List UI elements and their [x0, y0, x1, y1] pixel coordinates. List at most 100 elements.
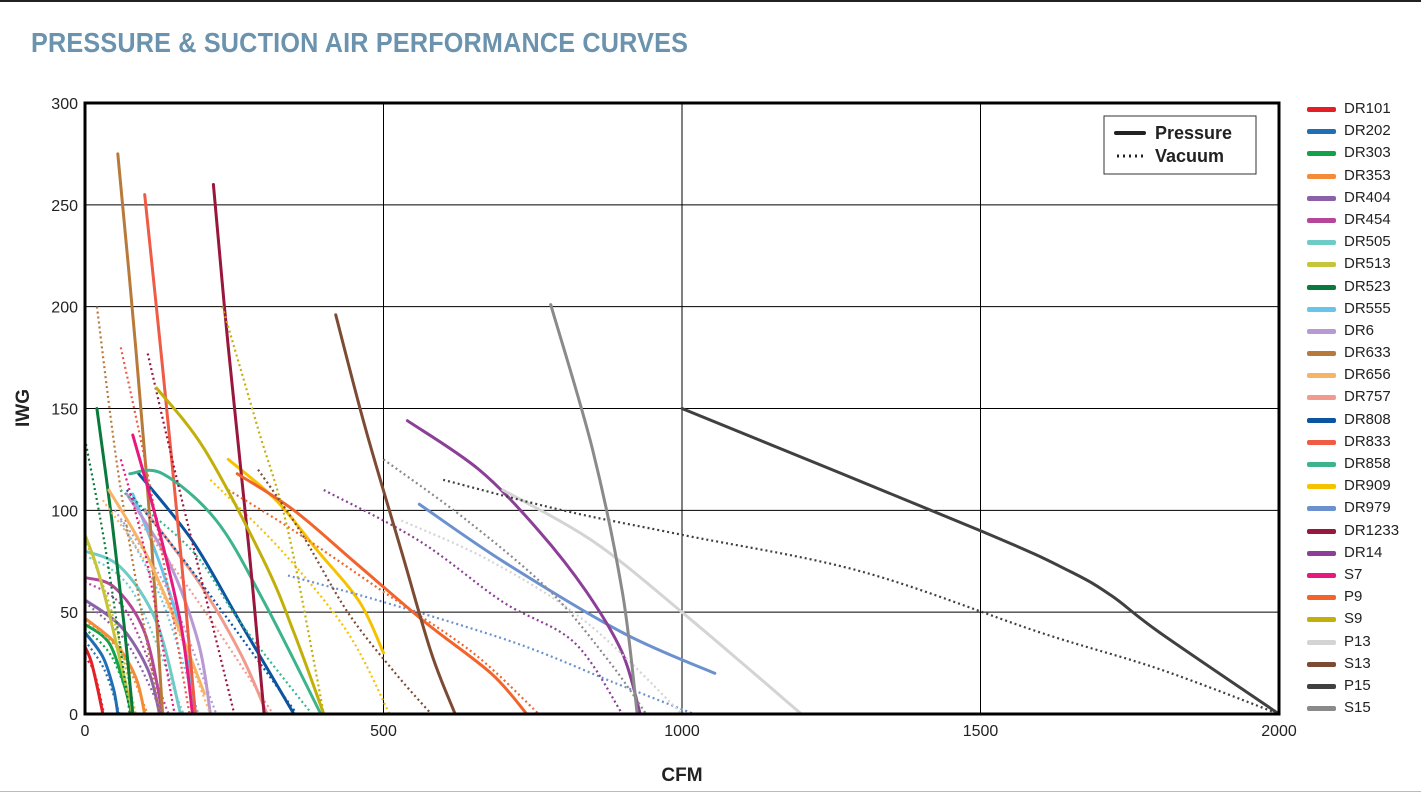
legend-swatch	[1307, 284, 1336, 290]
legend-swatch	[1307, 173, 1336, 179]
legend-entry-dr833: DR833	[1303, 432, 1415, 454]
legend-swatch	[1307, 373, 1336, 379]
pressure-curve-dr14	[405, 419, 642, 716]
legend-entry-dr633: DR633	[1303, 343, 1415, 365]
legend-swatch	[1307, 306, 1336, 312]
legend-label: DR833	[1344, 432, 1391, 450]
legend-swatch	[1307, 706, 1336, 712]
legend-entry-s7: S7	[1303, 565, 1415, 587]
tick-labels: 0 500 1000 1500 2000 0 50 100 150 200 250 300	[51, 96, 1297, 740]
vacuum-curve-s9	[221, 306, 325, 715]
pressure-curve-dr656	[107, 488, 206, 696]
vacuum-curve-dr757	[137, 519, 275, 715]
pressure-curve-dr633	[116, 152, 165, 716]
legend-swatch	[1307, 572, 1336, 578]
legend-entry-dr909: DR909	[1303, 476, 1415, 498]
legend-swatch	[1307, 683, 1336, 689]
x-tick-label: 0	[81, 723, 90, 740]
legend-swatch	[1307, 195, 1336, 201]
x-tick-label: 500	[370, 723, 397, 740]
vacuum-curve-p15	[442, 478, 1280, 716]
pressure-curve-dr979	[417, 502, 717, 675]
vacuum-curve-dr1233	[146, 353, 236, 715]
legend-swatch	[1307, 639, 1336, 645]
legend-label: DR505	[1344, 233, 1391, 251]
pressure-curve-dr523	[95, 407, 135, 716]
legend-label: P15	[1344, 676, 1371, 694]
legend-label: DR404	[1344, 188, 1391, 206]
legend-entry-s9: S9	[1303, 609, 1415, 631]
legend-entry-dr505: DR505	[1303, 232, 1415, 254]
y-tick-label: 300	[51, 96, 78, 113]
x-tick-label: 1000	[664, 723, 700, 740]
chart-title: PRESSURE & SUCTION AIR PERFORMANCE CURVE…	[31, 27, 689, 58]
legend-entry-dr555: DR555	[1303, 299, 1415, 321]
legend-swatch	[1307, 506, 1336, 512]
legend-swatch	[1307, 617, 1336, 623]
legend-entry-s15: S15	[1303, 698, 1415, 720]
legend-swatch	[1307, 439, 1336, 445]
pressure-curve-dr858	[128, 468, 323, 716]
legend-swatch	[1307, 328, 1336, 334]
legend-label: S9	[1344, 610, 1363, 628]
legend-swatch	[1307, 484, 1336, 490]
legend-label: DR555	[1344, 299, 1391, 317]
legend-label: DR808	[1344, 410, 1391, 428]
legend-swatch	[1307, 217, 1336, 223]
vacuum-curve-s7	[119, 459, 176, 715]
legend-swatch	[1307, 151, 1336, 157]
legend-label: S7	[1344, 565, 1363, 583]
legend-entry-dr979: DR979	[1303, 498, 1415, 520]
pressure-curve-s13	[334, 313, 457, 716]
legend-label: DR858	[1344, 455, 1391, 472]
vacuum-curve-s15	[382, 458, 648, 715]
pressure-curve-dr101	[83, 645, 105, 716]
x-tick-label: 1500	[963, 723, 999, 740]
pressure-curve-dr833	[143, 193, 197, 716]
legend-label: DR979	[1344, 499, 1391, 517]
legend-label: DR633	[1344, 344, 1391, 362]
legend-swatch	[1307, 129, 1336, 135]
legend-entry-dr523: DR523	[1303, 277, 1415, 299]
pressure-curve-p9	[235, 472, 529, 716]
top-border-rule	[0, 0, 1421, 2]
legend-label: DR101	[1344, 100, 1391, 117]
legend-label: DR757	[1344, 388, 1391, 406]
legend-label: DR1233	[1344, 521, 1400, 539]
legend-swatch	[1307, 351, 1336, 357]
legend-swatch	[1307, 240, 1336, 246]
legend-swatch	[1307, 528, 1336, 534]
legend-swatch	[1307, 595, 1336, 601]
legend-swatch	[1307, 262, 1336, 268]
vacuum-curve-dr833	[119, 347, 191, 715]
legend-entry-dr1233: DR1233	[1303, 521, 1415, 543]
legend-entry-dr303: DR303	[1303, 143, 1415, 165]
legend-entry-dr858: DR858	[1303, 454, 1415, 476]
legend-swatch	[1307, 462, 1336, 467]
pressure-curve-dr202	[83, 631, 120, 716]
y-tick-label: 50	[60, 605, 78, 622]
legend-label: S15	[1344, 699, 1371, 717]
vacuum-curve-dr808	[125, 489, 298, 715]
legend-label: DR454	[1344, 210, 1391, 228]
legend-swatch	[1307, 661, 1336, 667]
legend-label: P9	[1344, 588, 1363, 606]
legend-label: DR6	[1344, 321, 1375, 339]
y-tick-label: 150	[51, 402, 78, 419]
legend-entry-p13: P13	[1303, 632, 1415, 654]
pressure-style-label: Pressure	[1155, 123, 1232, 143]
pressure-curve-dr909	[226, 457, 385, 655]
y-tick-label: 200	[51, 300, 78, 317]
legend-entry-s13: S13	[1303, 654, 1415, 676]
y-tick-label: 250	[51, 198, 78, 215]
legend-entry-dr404: DR404	[1303, 188, 1415, 210]
pressure-curve-dr808	[137, 472, 296, 716]
pressure-curve-s7	[131, 433, 194, 716]
legend-entry-dr202: DR202	[1303, 121, 1415, 143]
legend-label: P13	[1344, 632, 1371, 650]
vacuum-curve-dr979	[287, 574, 695, 716]
legend-entry-dr656: DR656	[1303, 365, 1415, 387]
pressure-curve-dr505	[83, 549, 182, 716]
curves-layer	[83, 152, 1281, 716]
legend-label: DR656	[1344, 366, 1391, 384]
